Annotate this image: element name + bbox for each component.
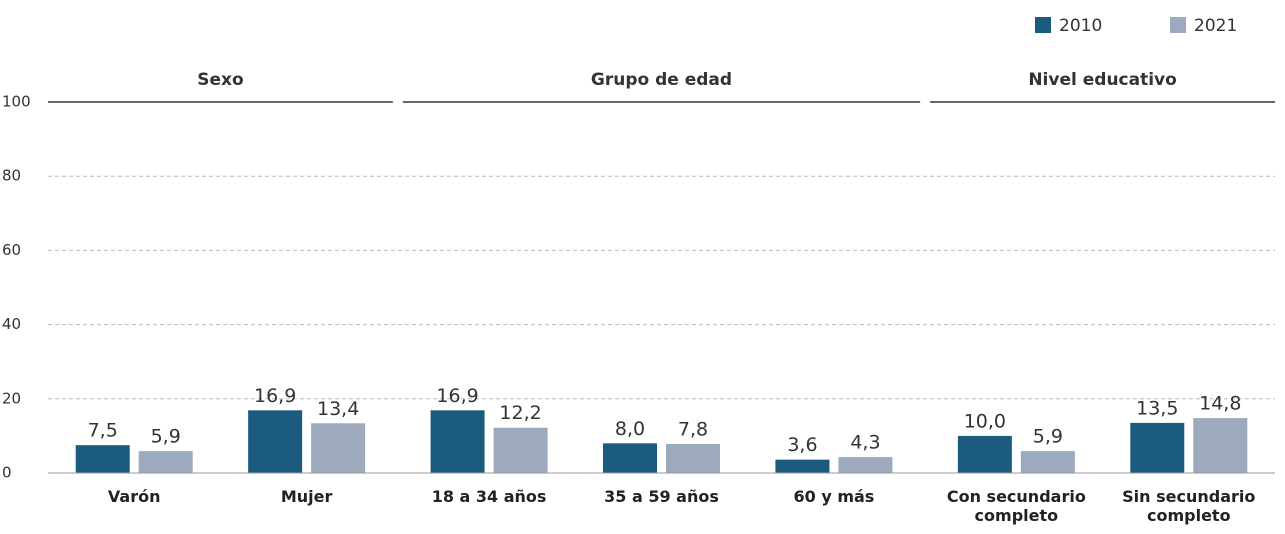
group-label: Sexo xyxy=(197,70,243,90)
legend-label: 2010 xyxy=(1059,16,1102,36)
y-tick-label: 80 xyxy=(2,167,21,185)
value-label: 12,2 xyxy=(499,402,541,424)
bar xyxy=(493,427,548,473)
value-label: 10,0 xyxy=(964,410,1006,432)
y-tick-label: 60 xyxy=(2,241,21,259)
x-tick-label: Varón xyxy=(107,487,161,506)
bar xyxy=(838,457,893,473)
value-label: 14,8 xyxy=(1199,393,1241,415)
legend-swatch xyxy=(1035,17,1051,33)
x-tick-label: Mujer xyxy=(280,487,333,506)
bar xyxy=(430,410,485,473)
value-label: 16,9 xyxy=(436,385,478,407)
bar xyxy=(138,451,193,473)
bar xyxy=(75,445,130,473)
value-label: 8,0 xyxy=(615,418,645,440)
y-tick-label: 100 xyxy=(2,93,31,111)
legend-label: 2021 xyxy=(1194,16,1237,36)
bar xyxy=(775,459,830,473)
bar xyxy=(1193,418,1248,473)
bar xyxy=(666,444,720,473)
value-label: 7,8 xyxy=(678,419,708,441)
bar xyxy=(1130,422,1185,473)
bar xyxy=(248,410,303,473)
y-tick-label: 40 xyxy=(2,315,21,333)
bar xyxy=(603,443,657,473)
y-tick-label: 20 xyxy=(2,389,21,407)
value-label: 13,4 xyxy=(317,398,359,420)
value-label: 5,9 xyxy=(151,426,181,448)
value-label: 3,6 xyxy=(787,434,817,456)
x-tick-label: 60 y más xyxy=(793,487,875,506)
value-label: 13,5 xyxy=(1136,397,1178,419)
x-tick-label: Sin secundario completo xyxy=(1122,487,1256,525)
value-label: 5,9 xyxy=(1033,426,1063,448)
x-tick-label: 35 a 59 años xyxy=(604,487,719,506)
bar xyxy=(311,423,366,473)
bar xyxy=(957,435,1012,473)
group-label: Grupo de edad xyxy=(591,70,732,90)
y-tick-label: 0 xyxy=(2,464,12,482)
value-label: 7,5 xyxy=(88,420,118,442)
value-label: 16,9 xyxy=(254,385,296,407)
x-tick-label: Con secundario completo xyxy=(946,487,1086,525)
x-tick-label: 18 a 34 años xyxy=(431,487,547,506)
legend-swatch xyxy=(1170,17,1186,33)
group-label: Nivel educativo xyxy=(1028,70,1176,90)
value-label: 4,3 xyxy=(850,432,880,454)
bar xyxy=(1020,451,1075,473)
